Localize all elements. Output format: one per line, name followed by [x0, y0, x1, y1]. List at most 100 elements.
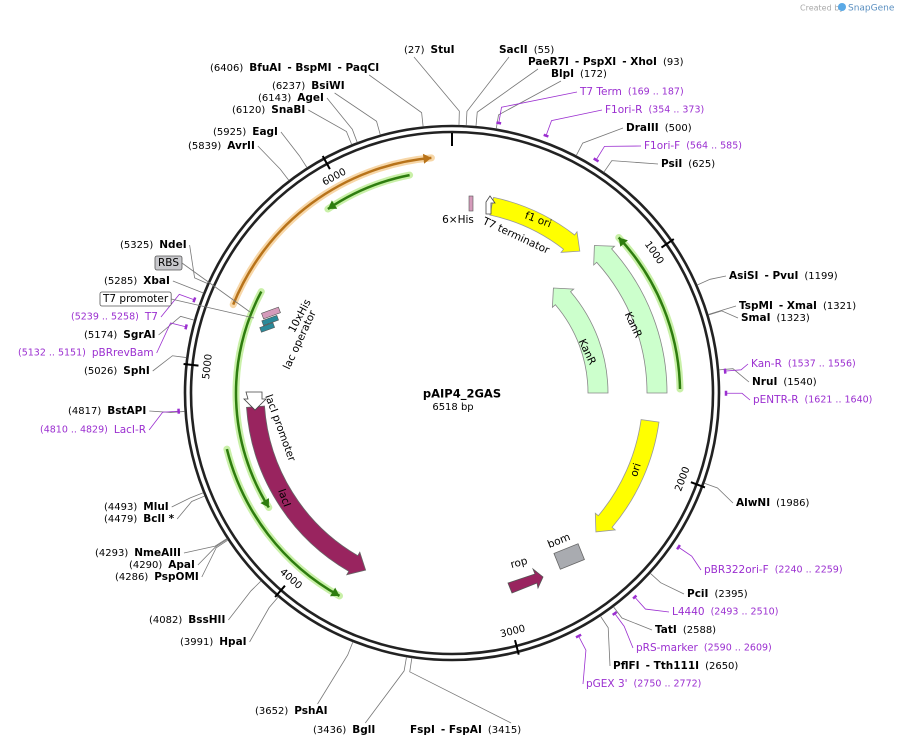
enzyme-connector — [704, 482, 734, 504]
enzyme-connector — [172, 280, 204, 294]
feature-label: RBS — [158, 257, 179, 269]
enzyme-name: NmeAIII — [134, 547, 181, 559]
primer-name: F1ori-F — [644, 140, 680, 152]
green-feature-head — [260, 498, 269, 508]
plasmid-name: pAIP4_2GAS — [423, 387, 501, 402]
primer-range: (5132 .. 5151) — [18, 348, 86, 359]
tick-label: 2000 — [673, 465, 692, 493]
primer-mark — [496, 121, 502, 125]
primer-connector — [635, 597, 670, 613]
enzyme-connector — [708, 305, 737, 315]
enzyme-name: - PvuI — [764, 270, 798, 282]
enzyme-connector — [708, 310, 739, 319]
primer-mark — [575, 633, 582, 639]
feature-label: ori — [628, 462, 644, 479]
enzyme-name: PshAI — [294, 705, 327, 717]
primer-name: pRS-marker — [636, 642, 699, 654]
enzyme-position: (5325) — [120, 240, 153, 251]
enzyme-position: (3415) — [488, 725, 521, 736]
primer-name: T7 — [144, 311, 158, 323]
enzyme-connector — [317, 641, 354, 705]
primer-connector — [148, 410, 178, 431]
primer-mark — [593, 157, 600, 163]
enzyme-position: (6237) — [272, 81, 305, 92]
enzyme-name: - FspAI — [441, 724, 482, 736]
enzyme-name: SgrAI — [123, 329, 155, 341]
enzyme-name: BssHII — [188, 614, 225, 626]
enzyme-name: BstAPI — [107, 405, 146, 417]
enzyme-position: (6143) — [258, 93, 291, 104]
enzyme-name: NruI — [752, 376, 777, 388]
enzyme-position: (2650) — [705, 661, 738, 672]
enzyme-position: (5026) — [84, 366, 117, 377]
enzyme-name: PspOMI — [154, 571, 199, 583]
primer-range: (169 .. 187) — [628, 87, 684, 98]
enzyme-position: (4479) — [104, 514, 137, 525]
primer-range: (5239 .. 5258) — [71, 312, 139, 323]
enzyme-connector — [149, 410, 185, 413]
tick-label: 1000 — [642, 239, 666, 266]
enzyme-connector — [465, 56, 510, 126]
enzyme-name: - BspMI — [287, 62, 331, 74]
enzyme-position: (2588) — [683, 625, 716, 636]
primer-mark — [611, 610, 618, 616]
enzyme-position: (5839) — [188, 141, 221, 152]
his-tag — [468, 195, 474, 212]
enzyme-name: PflFI — [613, 660, 640, 672]
primer-name: pENTR-R — [753, 394, 799, 406]
enzyme-connector — [176, 495, 205, 520]
enzyme-name: - XmaI — [779, 300, 817, 312]
enzyme-connector — [334, 92, 381, 135]
tick-mark — [690, 481, 706, 489]
his-tag-left — [261, 314, 279, 326]
laci — [246, 405, 367, 576]
enzyme-connector — [280, 131, 308, 168]
green-feature — [617, 236, 682, 390]
enzyme-name: PaeR7I — [528, 56, 569, 68]
green-feature — [225, 448, 341, 597]
enzyme-name: ApaI — [168, 559, 195, 571]
enzyme-name: AvrII — [227, 140, 255, 152]
enzyme-position: (4082) — [149, 615, 182, 626]
enzyme-name: - Tth111I — [646, 660, 700, 672]
primer-mark — [184, 324, 188, 330]
enzyme-connector — [575, 127, 624, 156]
primer-mark — [192, 297, 197, 303]
enzyme-connector — [413, 56, 460, 126]
enzyme-connector — [603, 160, 659, 173]
enzyme-name: SphI — [123, 365, 149, 377]
f1-ori — [489, 196, 581, 253]
enzyme-position: (3436) — [313, 725, 346, 736]
primer-range: (1537 .. 1556) — [788, 359, 856, 370]
plasmid-length: 6518 bp — [432, 402, 473, 413]
enzyme-name: NdeI — [159, 239, 186, 251]
enzyme-position: (1321) — [823, 301, 856, 312]
primer-connector — [498, 91, 578, 123]
enzyme-name: DraIII — [626, 122, 659, 134]
tick-mark — [514, 639, 520, 655]
primer-name: LacI-R — [114, 424, 146, 436]
enzyme-name: TspMI — [739, 300, 773, 312]
primer-name: Kan-R — [751, 358, 782, 370]
enzyme-name: HpaI — [219, 636, 246, 648]
enzyme-connector — [409, 657, 512, 724]
enzyme-name: MluI — [143, 501, 168, 513]
enzyme-position: (3652) — [255, 706, 288, 717]
enzyme-name: AgeI — [297, 92, 324, 104]
enzyme-name: StuI — [431, 44, 455, 56]
primer-connector — [614, 614, 634, 649]
kanr — [593, 245, 668, 394]
enzyme-connector — [475, 68, 539, 127]
enzyme-connector — [201, 539, 229, 578]
green-feature — [234, 291, 270, 509]
enzyme-position: (625) — [688, 159, 715, 170]
enzyme-name: PciI — [687, 588, 708, 600]
enzyme-name: XbaI — [143, 275, 170, 287]
primer-connector — [156, 322, 186, 354]
enzyme-position: (6406) — [210, 63, 243, 74]
primer-name: F1ori-R — [605, 104, 642, 116]
enzyme-connector — [368, 74, 424, 127]
enzyme-connector — [249, 596, 279, 643]
enzyme-name: SnaBI — [271, 104, 305, 116]
